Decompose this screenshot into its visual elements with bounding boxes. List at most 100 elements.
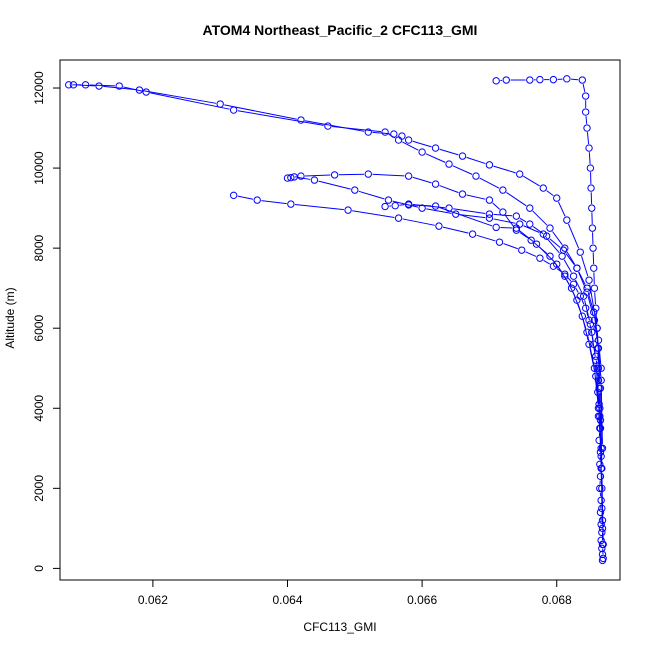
data-point	[586, 320, 595, 328]
series-line-segment	[237, 110, 324, 126]
series-line-segment	[581, 256, 589, 277]
data-point	[485, 214, 494, 222]
plot-frame	[59, 59, 621, 581]
data-point	[324, 122, 332, 130]
series-line-segment	[412, 204, 432, 207]
data-point	[458, 152, 467, 160]
data-point	[229, 106, 238, 114]
data-point	[590, 364, 599, 372]
data-point	[527, 236, 535, 244]
series-line-segment	[372, 131, 390, 135]
data-point	[597, 536, 605, 545]
series	[287, 170, 605, 461]
series-line-segment	[570, 78, 579, 81]
y-axis: 0 2000 4000 6000 8000 10000 12000	[32, 71, 61, 572]
data-point	[596, 484, 604, 493]
data-point	[553, 260, 561, 268]
series-line-segment	[519, 232, 528, 239]
data-point	[512, 226, 521, 234]
series-line-segment	[426, 208, 452, 214]
data-point	[598, 544, 606, 553]
series-line-segment	[566, 279, 576, 297]
data-point	[310, 176, 319, 184]
data-point	[135, 86, 144, 94]
data-point	[287, 173, 295, 182]
series-line-segment	[585, 116, 588, 124]
data-point	[502, 76, 510, 84]
series-line-segment	[442, 226, 469, 234]
data-point	[581, 92, 590, 100]
series-line-segment	[588, 152, 591, 164]
series	[229, 191, 607, 565]
series-line-segment	[358, 190, 385, 200]
data-point	[539, 184, 547, 192]
data-point	[583, 328, 591, 336]
chart-title: ATOM4 Northeast_Pacific_2 CFC113_GMI	[203, 22, 478, 38]
series-line-segment	[439, 185, 459, 194]
data-point	[590, 316, 599, 324]
data-point	[596, 472, 605, 481]
data-point	[394, 214, 403, 222]
data-point	[431, 144, 440, 152]
series-line-segment	[567, 223, 580, 249]
data-point	[567, 284, 576, 292]
series-line-segment	[504, 215, 515, 228]
data-point	[431, 202, 440, 210]
series-line-segment	[563, 259, 572, 273]
series-line-segment	[425, 153, 446, 163]
data-point	[330, 171, 339, 179]
data-point	[596, 460, 604, 469]
data-point	[561, 244, 569, 252]
series-line-segment	[598, 352, 602, 377]
data-point	[485, 210, 494, 218]
data-point	[597, 452, 605, 461]
data-point	[364, 170, 372, 178]
data-point	[597, 376, 605, 384]
data-point	[516, 170, 524, 178]
data-point	[583, 124, 591, 132]
data-point	[598, 464, 606, 473]
data-point	[589, 244, 597, 252]
series-line-segment	[150, 92, 230, 110]
data-point	[532, 240, 541, 248]
data-point	[569, 280, 578, 288]
series-line-segment	[492, 202, 501, 210]
series-line-segment	[600, 384, 603, 445]
series-line-segment	[318, 180, 351, 190]
plot-area	[65, 75, 607, 565]
series-line-segment	[546, 190, 554, 197]
series-line-segment	[372, 173, 405, 177]
series-line-segment	[586, 132, 590, 144]
data-point	[598, 444, 607, 452]
series-line-segment	[143, 90, 217, 104]
y-axis-label: Altitude (m)	[3, 287, 17, 348]
data-point	[398, 132, 406, 140]
series-line-segment	[598, 412, 602, 453]
data-point	[596, 416, 605, 424]
data-point	[516, 220, 524, 228]
series-line-segment	[577, 304, 587, 329]
data-point	[587, 184, 595, 192]
series-line-segment	[237, 195, 254, 200]
series-line-segment	[581, 299, 585, 305]
series-line-segment	[594, 324, 599, 345]
series-line-segment	[298, 177, 311, 180]
y-tick-label: 0	[32, 565, 46, 572]
data-point	[599, 554, 607, 563]
series-line-segment	[493, 165, 516, 174]
data-point	[435, 222, 443, 230]
data-point	[404, 136, 413, 144]
series	[283, 173, 607, 525]
series-line-segment	[224, 104, 297, 120]
series-line-segment	[594, 372, 599, 405]
data-point	[594, 336, 603, 344]
x-axis-label: CFC113_GMI	[303, 620, 376, 634]
data-point	[381, 202, 389, 211]
series-line-segment	[600, 392, 603, 465]
data-point	[526, 220, 534, 228]
series-line-segment	[532, 210, 548, 226]
data-point	[561, 272, 569, 280]
data-point	[458, 190, 467, 198]
data-point	[65, 81, 73, 89]
